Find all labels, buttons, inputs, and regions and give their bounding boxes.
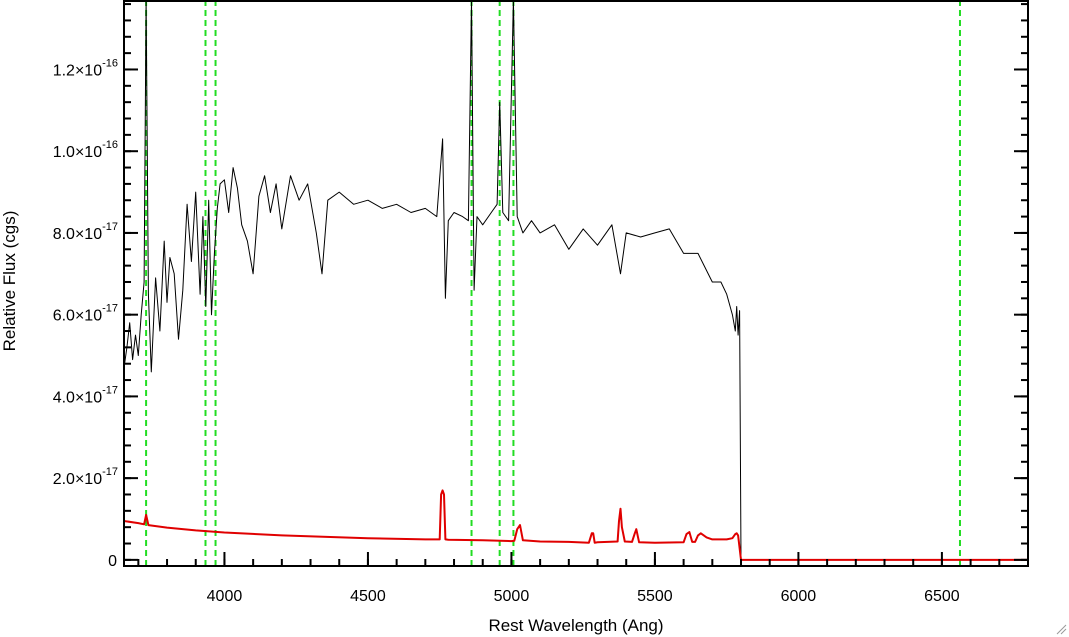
x-tick-label: 4500 xyxy=(350,588,386,605)
x-tick-label: 5000 xyxy=(494,588,530,605)
y-axis-label: Relative Flux (cgs) xyxy=(0,211,19,352)
plot-frame xyxy=(123,0,1029,567)
y-tick-label: 4.0×10-17 xyxy=(53,384,118,406)
x-tick-label: 6000 xyxy=(781,588,817,605)
y-tick-label: 1.0×10-16 xyxy=(53,139,118,161)
y-tick-label: 0 xyxy=(108,553,117,570)
x-tick-label: 6500 xyxy=(924,588,960,605)
reference-lines xyxy=(145,0,961,566)
resize-grip-icon[interactable] xyxy=(1055,623,1067,635)
x-axis-ticks: 4000 4500 5000 5500 6000 6500 xyxy=(137,552,1029,605)
x-tick-label: 5500 xyxy=(637,588,673,605)
y-tick-label: 2.0×10-17 xyxy=(53,466,118,488)
y-tick-label: 1.2×10-16 xyxy=(53,57,118,79)
y-tick-label: 6.0×10-17 xyxy=(53,303,118,325)
x-tick-label: 4000 xyxy=(207,588,243,605)
y-tick-label: 8.0×10-17 xyxy=(53,221,118,243)
flux-series-line xyxy=(123,0,1028,561)
spectrum-series xyxy=(123,0,1028,561)
x-axis-label: Rest Wavelength (Ang) xyxy=(488,616,663,635)
model-series-line xyxy=(123,489,1028,561)
y-axis-ticks: 0 2.0×10-17 4.0×10-17 6.0×10-17 8.0×10-17 1.0… xyxy=(53,3,1028,570)
